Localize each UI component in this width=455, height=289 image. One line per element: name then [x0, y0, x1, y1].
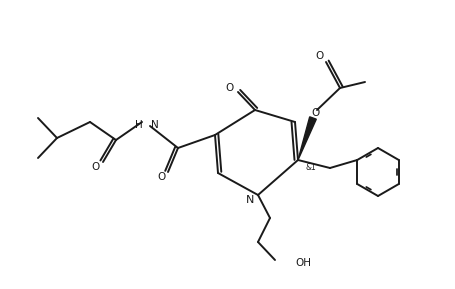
Text: H: H — [135, 120, 143, 130]
Text: OH: OH — [294, 258, 310, 268]
Text: O: O — [315, 51, 324, 61]
Text: O: O — [225, 83, 233, 93]
Text: O: O — [91, 162, 100, 172]
Text: N: N — [151, 120, 158, 130]
Text: O: O — [311, 108, 319, 118]
Polygon shape — [298, 117, 316, 160]
Text: N: N — [245, 195, 253, 205]
Text: &1: &1 — [305, 164, 316, 173]
Text: O: O — [157, 172, 166, 182]
